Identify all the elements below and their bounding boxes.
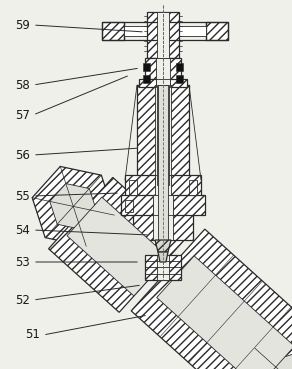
Polygon shape (158, 85, 168, 250)
Polygon shape (145, 58, 181, 85)
Polygon shape (48, 177, 183, 312)
Polygon shape (206, 22, 228, 40)
Polygon shape (189, 180, 197, 195)
Polygon shape (131, 229, 292, 369)
Text: 59: 59 (15, 18, 30, 31)
Polygon shape (143, 63, 150, 71)
Polygon shape (145, 255, 181, 280)
Polygon shape (155, 85, 171, 185)
Polygon shape (176, 75, 183, 83)
Polygon shape (125, 200, 133, 212)
Polygon shape (137, 85, 189, 185)
Polygon shape (124, 26, 148, 36)
Polygon shape (143, 75, 150, 83)
Polygon shape (153, 195, 173, 215)
Polygon shape (133, 200, 193, 240)
Polygon shape (157, 85, 169, 185)
Polygon shape (153, 200, 173, 240)
Text: 55: 55 (15, 190, 30, 203)
Text: 56: 56 (15, 148, 30, 162)
Text: 58: 58 (15, 79, 30, 92)
Polygon shape (157, 256, 292, 369)
Text: 54: 54 (15, 224, 30, 237)
Text: 53: 53 (15, 255, 30, 269)
Polygon shape (245, 334, 292, 369)
Polygon shape (156, 58, 170, 85)
Text: 52: 52 (15, 293, 30, 307)
Polygon shape (157, 12, 169, 58)
Polygon shape (129, 180, 137, 195)
Polygon shape (32, 166, 114, 246)
Polygon shape (102, 22, 124, 40)
Polygon shape (155, 240, 171, 252)
Polygon shape (264, 353, 292, 369)
Polygon shape (157, 255, 169, 280)
Polygon shape (139, 79, 187, 87)
Polygon shape (158, 252, 168, 262)
Polygon shape (50, 183, 97, 229)
Text: 51: 51 (25, 328, 40, 341)
Polygon shape (176, 63, 183, 71)
Polygon shape (178, 26, 206, 36)
Polygon shape (121, 195, 205, 215)
Text: 57: 57 (15, 108, 30, 121)
Polygon shape (155, 175, 171, 200)
Polygon shape (125, 175, 201, 200)
Polygon shape (147, 12, 179, 58)
Polygon shape (156, 79, 170, 87)
Polygon shape (67, 197, 169, 296)
